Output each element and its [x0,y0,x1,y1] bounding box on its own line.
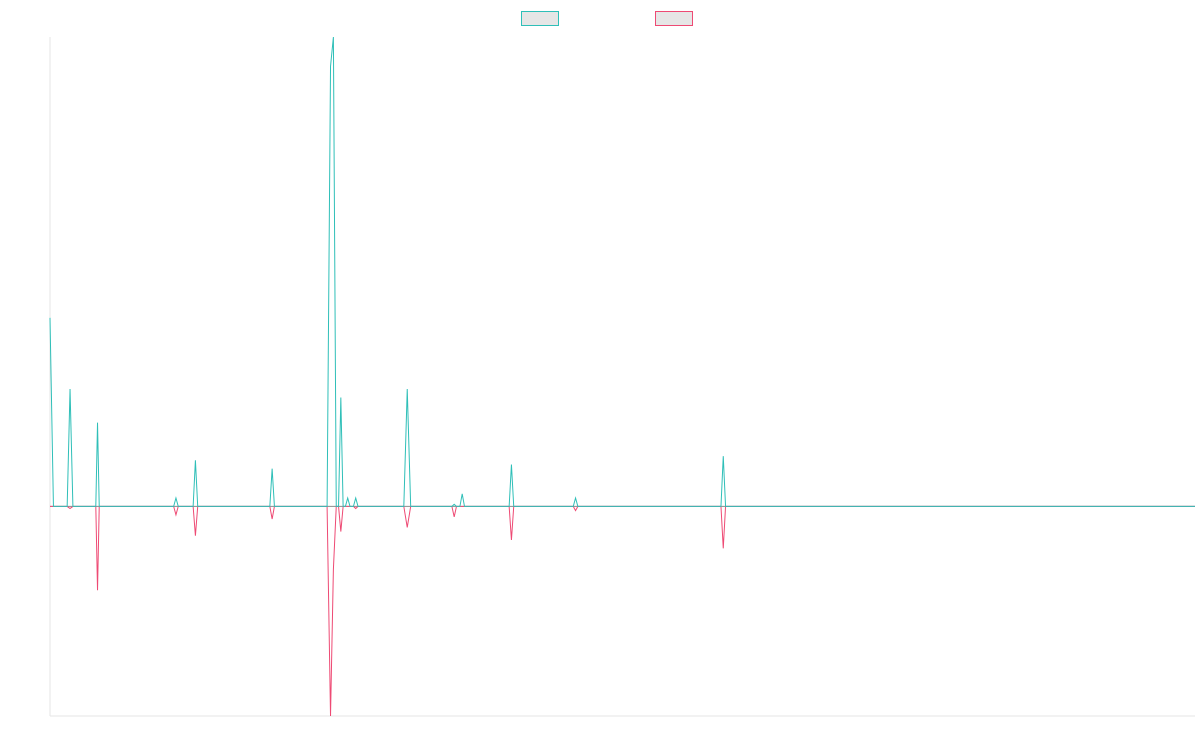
legend-swatch-series-2 [655,10,693,26]
legend-item-series-2[interactable] [655,9,697,27]
legend-item-series-1[interactable] [521,9,563,27]
legend [0,9,1200,27]
series-line-2 [50,505,1195,717]
series-layer [49,36,1195,717]
legend-swatch-series-1 [521,10,559,26]
series-line-1 [49,36,1195,507]
